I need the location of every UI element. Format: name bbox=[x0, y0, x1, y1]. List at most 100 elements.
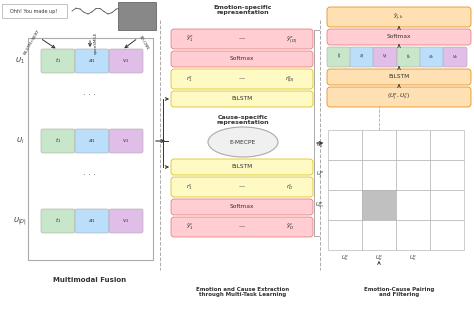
Text: $U^e_j$: $U^e_j$ bbox=[316, 169, 324, 180]
Text: —: — bbox=[239, 36, 245, 41]
Text: · · ·: · · · bbox=[83, 91, 97, 100]
Text: $v_1$: $v_1$ bbox=[122, 217, 130, 225]
Text: $t_1$: $t_1$ bbox=[55, 57, 61, 65]
Text: $a_j$: $a_j$ bbox=[359, 52, 365, 62]
Text: BiLSTM+BERT: BiLSTM+BERT bbox=[23, 28, 41, 56]
Text: $v_1$: $v_1$ bbox=[122, 137, 130, 145]
Bar bbox=[362, 130, 396, 160]
FancyBboxPatch shape bbox=[397, 47, 421, 67]
Text: $\hat{y}_{j,k}$: $\hat{y}_{j,k}$ bbox=[393, 12, 405, 22]
Text: $\hat{y}^e_1$: $\hat{y}^e_1$ bbox=[186, 34, 194, 44]
Text: $U^c_b$: $U^c_b$ bbox=[375, 253, 383, 263]
FancyBboxPatch shape bbox=[171, 51, 313, 67]
FancyBboxPatch shape bbox=[171, 177, 313, 197]
Bar bbox=[430, 220, 464, 250]
FancyBboxPatch shape bbox=[109, 209, 143, 233]
Bar bbox=[430, 160, 464, 190]
FancyBboxPatch shape bbox=[171, 69, 313, 89]
Text: $U^c_k$: $U^c_k$ bbox=[341, 253, 349, 263]
Text: $\hat{y}^c_D$: $\hat{y}^c_D$ bbox=[286, 222, 294, 232]
Text: Softmax: Softmax bbox=[230, 205, 254, 210]
Text: $r^e_{|D|}$: $r^e_{|D|}$ bbox=[285, 74, 295, 84]
FancyBboxPatch shape bbox=[373, 47, 397, 67]
Text: $U_i$: $U_i$ bbox=[16, 136, 24, 146]
Text: BiLSTM: BiLSTM bbox=[231, 96, 253, 101]
Text: $U^e_1$: $U^e_1$ bbox=[316, 140, 324, 150]
Bar bbox=[328, 130, 362, 160]
FancyBboxPatch shape bbox=[327, 87, 471, 107]
Bar bbox=[396, 220, 430, 250]
FancyBboxPatch shape bbox=[327, 47, 351, 67]
Text: Cause-specific
representation: Cause-specific representation bbox=[217, 114, 269, 125]
Text: $v_j$: $v_j$ bbox=[382, 52, 388, 62]
FancyBboxPatch shape bbox=[171, 159, 313, 175]
FancyBboxPatch shape bbox=[327, 69, 471, 85]
FancyBboxPatch shape bbox=[109, 49, 143, 73]
FancyBboxPatch shape bbox=[350, 47, 374, 67]
Bar bbox=[396, 190, 430, 220]
FancyBboxPatch shape bbox=[41, 209, 75, 233]
Text: $a_1$: $a_1$ bbox=[88, 217, 96, 225]
Text: $\hat{y}^c_1$: $\hat{y}^c_1$ bbox=[186, 222, 194, 232]
FancyBboxPatch shape bbox=[75, 129, 109, 153]
Text: 3D-CNN: 3D-CNN bbox=[138, 34, 150, 50]
Bar bbox=[2, 4, 67, 18]
Text: $t_1$: $t_1$ bbox=[55, 216, 61, 225]
Text: $a_k$: $a_k$ bbox=[428, 53, 436, 61]
FancyBboxPatch shape bbox=[109, 129, 143, 153]
FancyBboxPatch shape bbox=[75, 49, 109, 73]
FancyBboxPatch shape bbox=[327, 7, 471, 27]
Text: —: — bbox=[239, 184, 245, 189]
FancyBboxPatch shape bbox=[171, 199, 313, 215]
FancyBboxPatch shape bbox=[171, 217, 313, 237]
Text: $\hat{y}^e_{|D|}$: $\hat{y}^e_{|D|}$ bbox=[286, 34, 298, 44]
Text: —: — bbox=[239, 225, 245, 230]
Text: BiLSTM: BiLSTM bbox=[231, 165, 253, 169]
Text: —: — bbox=[239, 77, 245, 81]
Text: $U^c_n$: $U^c_n$ bbox=[409, 253, 417, 263]
Text: $t_k$: $t_k$ bbox=[406, 53, 412, 62]
Bar bbox=[328, 220, 362, 250]
Text: $t_j$: $t_j$ bbox=[337, 52, 341, 62]
Bar bbox=[362, 160, 396, 190]
Text: Softmax: Softmax bbox=[230, 57, 254, 62]
Text: $v_1$: $v_1$ bbox=[122, 57, 130, 65]
Bar bbox=[328, 160, 362, 190]
Text: E-MECPE: E-MECPE bbox=[230, 140, 256, 145]
Text: BiLSTM: BiLSTM bbox=[388, 75, 410, 80]
FancyBboxPatch shape bbox=[171, 91, 313, 107]
Text: $U_1$: $U_1$ bbox=[15, 56, 25, 66]
Bar bbox=[396, 160, 430, 190]
Text: Multimodal Fusion: Multimodal Fusion bbox=[54, 277, 127, 283]
Bar bbox=[430, 130, 464, 160]
Text: Softmax: Softmax bbox=[387, 35, 411, 39]
Text: $r^c_D$: $r^c_D$ bbox=[286, 182, 294, 192]
Text: $a_1$: $a_1$ bbox=[88, 137, 96, 145]
FancyBboxPatch shape bbox=[443, 47, 467, 67]
Text: $t_1$: $t_1$ bbox=[55, 137, 61, 146]
Text: openSMILE: openSMILE bbox=[94, 32, 98, 54]
FancyBboxPatch shape bbox=[41, 49, 75, 73]
Text: $v_k$: $v_k$ bbox=[452, 53, 458, 61]
FancyBboxPatch shape bbox=[75, 209, 109, 233]
Bar bbox=[328, 190, 362, 220]
Text: Emotion and Cause Extraction
through Multi-Task Learning: Emotion and Cause Extraction through Mul… bbox=[196, 287, 290, 297]
FancyBboxPatch shape bbox=[171, 29, 313, 49]
Text: $r^c_1$: $r^c_1$ bbox=[186, 182, 193, 192]
Text: Ohh! You made up!: Ohh! You made up! bbox=[10, 8, 58, 13]
Text: $U_{|D|}$: $U_{|D|}$ bbox=[13, 215, 27, 227]
FancyBboxPatch shape bbox=[41, 129, 75, 153]
Bar bbox=[362, 220, 396, 250]
Text: $(U^e_j, U^c_k)$: $(U^e_j, U^c_k)$ bbox=[387, 91, 411, 103]
Text: $U^e_m$: $U^e_m$ bbox=[315, 200, 324, 210]
Bar bbox=[118, 2, 156, 30]
Text: $a_1$: $a_1$ bbox=[88, 57, 96, 65]
Bar bbox=[28, 38, 153, 260]
FancyBboxPatch shape bbox=[420, 47, 444, 67]
Bar bbox=[430, 190, 464, 220]
Bar bbox=[362, 190, 396, 220]
Ellipse shape bbox=[208, 127, 278, 157]
Text: Emotion-Cause Pairing
and Filtering: Emotion-Cause Pairing and Filtering bbox=[364, 287, 434, 297]
Text: Emotion-specific
representation: Emotion-specific representation bbox=[214, 5, 272, 16]
Text: $r^e_1$: $r^e_1$ bbox=[186, 74, 193, 84]
